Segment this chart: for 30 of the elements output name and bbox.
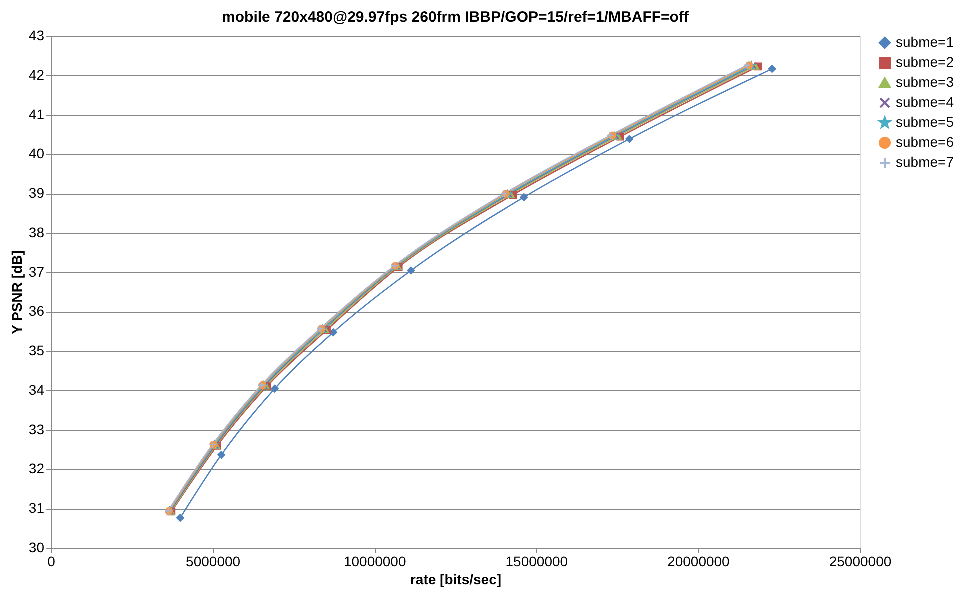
y-tick-label: 31 <box>28 500 45 516</box>
legend-label: subme=1 <box>896 34 954 50</box>
y-tick-label: 39 <box>28 185 45 202</box>
legend-label: subme=6 <box>896 134 954 150</box>
x-tick-label: 10000000 <box>344 554 406 570</box>
y-tick-label: 41 <box>28 106 45 122</box>
x-tick-label: 20000000 <box>668 554 730 570</box>
y-tick-label: 33 <box>28 421 45 438</box>
y-tick-label: 37 <box>28 264 45 280</box>
y-axis-title: Y PSNR [dB] <box>8 250 25 334</box>
x-tick-label: 15000000 <box>506 554 568 570</box>
chart-title: mobile 720x480@29.97fps 260frm IBBP/GOP=15/ref=1/MBAFF=off <box>222 9 690 26</box>
legend-label: subme=3 <box>896 74 954 90</box>
x-tick-label: 0 <box>48 554 56 570</box>
x-tick-label: 25000000 <box>829 554 892 570</box>
y-tick-label: 43 <box>28 28 45 44</box>
y-tick-label: 35 <box>28 342 45 359</box>
legend-label: subme=2 <box>896 54 954 70</box>
y-tick-label: 30 <box>28 540 45 556</box>
x-tick-label: 5000000 <box>186 554 241 570</box>
y-tick-label: 36 <box>28 303 45 320</box>
legend-label: subme=4 <box>896 94 954 110</box>
y-tick-label: 40 <box>28 146 45 162</box>
y-tick-label: 38 <box>28 224 45 240</box>
y-tick-label: 32 <box>28 460 45 477</box>
y-tick-label: 34 <box>28 382 45 398</box>
legend-label: subme=5 <box>896 114 954 130</box>
legend-label: subme=7 <box>896 154 954 170</box>
y-tick-label: 42 <box>28 66 45 83</box>
x-axis-title: rate [bits/sec] <box>410 572 502 588</box>
